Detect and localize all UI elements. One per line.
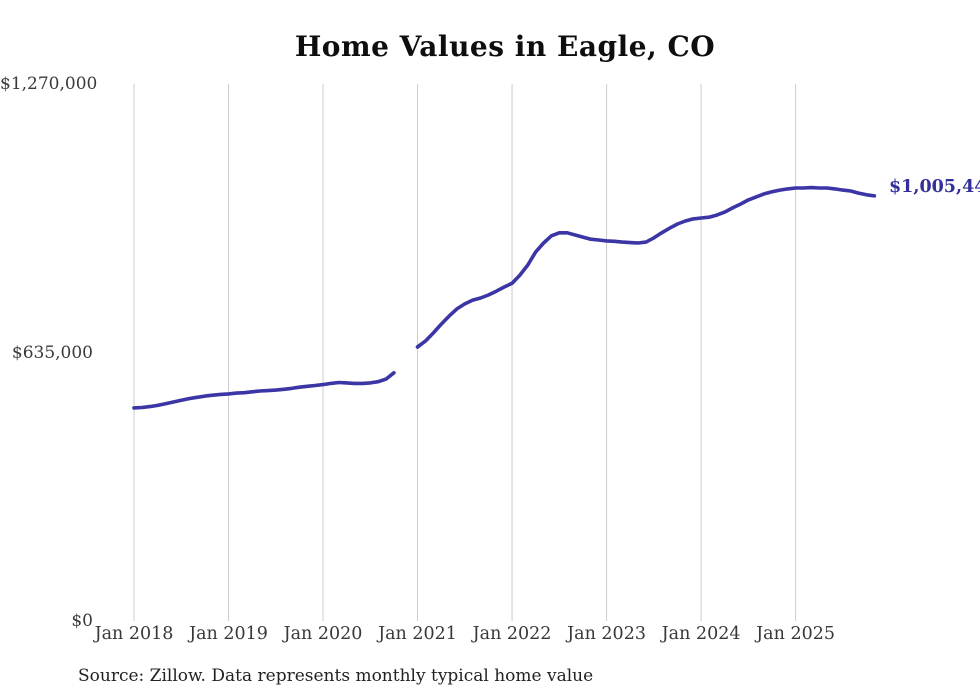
x-tick-label: Jan 2022 <box>472 624 552 644</box>
chart-title: Home Values in Eagle, CO <box>294 30 716 63</box>
y-tick-label: $0 <box>71 611 93 631</box>
x-tick-label: Jan 2020 <box>283 624 363 644</box>
latest-value-label: $1,005,440 <box>889 177 980 197</box>
x-tick-label: Jan 2018 <box>94 624 174 644</box>
source-note: Source: Zillow. Data represents monthly … <box>78 666 594 686</box>
x-tick-label: Jan 2025 <box>756 624 835 644</box>
home-value-line <box>132 370 396 410</box>
x-tick-label: Jan 2019 <box>189 624 268 644</box>
x-tick-label: Jan 2024 <box>661 624 741 644</box>
y-tick-label: $1,270,000 <box>0 74 98 94</box>
y-tick-label: $635,000 <box>11 342 93 363</box>
home-value-line <box>415 185 877 349</box>
x-tick-label: Jan 2021 <box>378 624 457 644</box>
x-tick-label: Jan 2023 <box>567 624 646 644</box>
